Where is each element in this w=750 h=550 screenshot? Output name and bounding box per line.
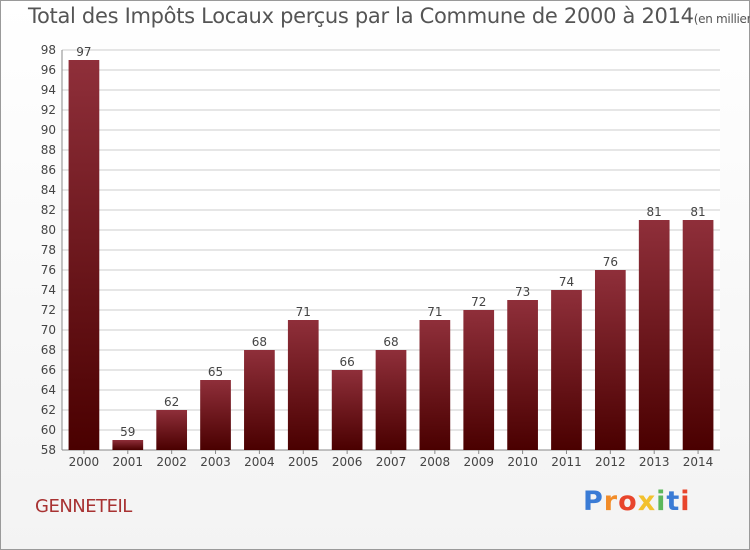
y-tick-label: 88 (41, 143, 56, 157)
x-tick-label: 2008 (420, 455, 451, 469)
y-tick-label: 60 (41, 423, 56, 437)
logo-letter: i (680, 486, 691, 517)
proxiti-logo: Proxiti (583, 486, 691, 517)
y-tick-label: 92 (41, 103, 56, 117)
logo-letter: i (656, 486, 667, 517)
bar-2007 (375, 350, 407, 450)
data-label: 73 (515, 285, 530, 299)
bar-2002 (156, 410, 188, 450)
data-label: 76 (603, 255, 618, 269)
logo-letter: P (583, 486, 604, 517)
data-label: 68 (252, 335, 267, 349)
commune-name: GENNETEIL (35, 496, 132, 517)
x-tick-label: 2004 (244, 455, 275, 469)
chart-title-text: Total des Impôts Locaux perçus par la Co… (28, 4, 694, 28)
bar-2005 (287, 320, 319, 450)
x-tick-label: 2005 (288, 455, 319, 469)
x-tick-label: 2010 (507, 455, 538, 469)
bar-2012 (594, 270, 626, 450)
x-tick-label: 2007 (376, 455, 407, 469)
data-label: 81 (690, 205, 705, 219)
x-tick-label: 2006 (332, 455, 363, 469)
logo-letter: r (603, 486, 619, 517)
bar-2014 (682, 220, 714, 450)
bar-2006 (331, 370, 363, 450)
data-label: 72 (471, 295, 486, 309)
data-label: 59 (120, 425, 135, 439)
x-tick-label: 2003 (200, 455, 231, 469)
data-label: 66 (339, 355, 354, 369)
y-tick-label: 94 (41, 83, 56, 97)
y-tick-label: 78 (41, 243, 56, 257)
logo-letter: o (618, 486, 638, 517)
bar-2004 (244, 350, 275, 450)
data-label: 71 (427, 305, 442, 319)
y-tick-label: 72 (41, 303, 56, 317)
x-tick-label: 2009 (463, 455, 494, 469)
data-label: 71 (296, 305, 311, 319)
y-tick-label: 90 (41, 123, 56, 137)
y-tick-label: 70 (41, 323, 56, 337)
bar-2009 (463, 310, 495, 450)
y-tick-label: 86 (41, 163, 56, 177)
bar-2013 (638, 220, 670, 450)
y-tick-label: 98 (41, 43, 56, 57)
y-tick-label: 82 (41, 203, 56, 217)
bar-2010 (507, 300, 538, 450)
y-tick-label: 96 (41, 63, 56, 77)
logo-letter: x (637, 486, 657, 517)
data-label: 81 (647, 205, 662, 219)
bar-2003 (200, 380, 231, 450)
y-tick-label: 58 (41, 443, 56, 457)
data-label: 97 (76, 45, 91, 59)
x-tick-label: 2000 (69, 455, 100, 469)
x-tick-label: 2013 (639, 455, 670, 469)
y-tick-label: 68 (41, 343, 56, 357)
data-label: 68 (383, 335, 398, 349)
y-tick-label: 66 (41, 363, 56, 377)
x-tick-label: 2014 (683, 455, 714, 469)
data-label: 74 (559, 275, 574, 289)
x-tick-label: 2012 (595, 455, 626, 469)
x-tick-label: 2011 (551, 455, 582, 469)
data-label: 65 (208, 365, 223, 379)
bar-2008 (419, 320, 451, 450)
chart-unit-note: (en milliers d'€) (693, 12, 750, 26)
y-tick-label: 62 (41, 403, 56, 417)
y-tick-label: 74 (41, 283, 56, 297)
bar-2000 (68, 60, 100, 450)
x-tick-label: 2002 (156, 455, 187, 469)
logo-letter: t (666, 486, 681, 517)
y-tick-label: 64 (41, 383, 56, 397)
x-tick-label: 2001 (113, 455, 144, 469)
y-tick-label: 84 (41, 183, 56, 197)
chart-title: Total des Impôts Locaux perçus par la Co… (28, 4, 750, 28)
y-tick-label: 80 (41, 223, 56, 237)
data-label: 62 (164, 395, 179, 409)
bar-2011 (551, 290, 582, 450)
bar-2001 (112, 440, 144, 450)
y-tick-label: 76 (41, 263, 56, 277)
